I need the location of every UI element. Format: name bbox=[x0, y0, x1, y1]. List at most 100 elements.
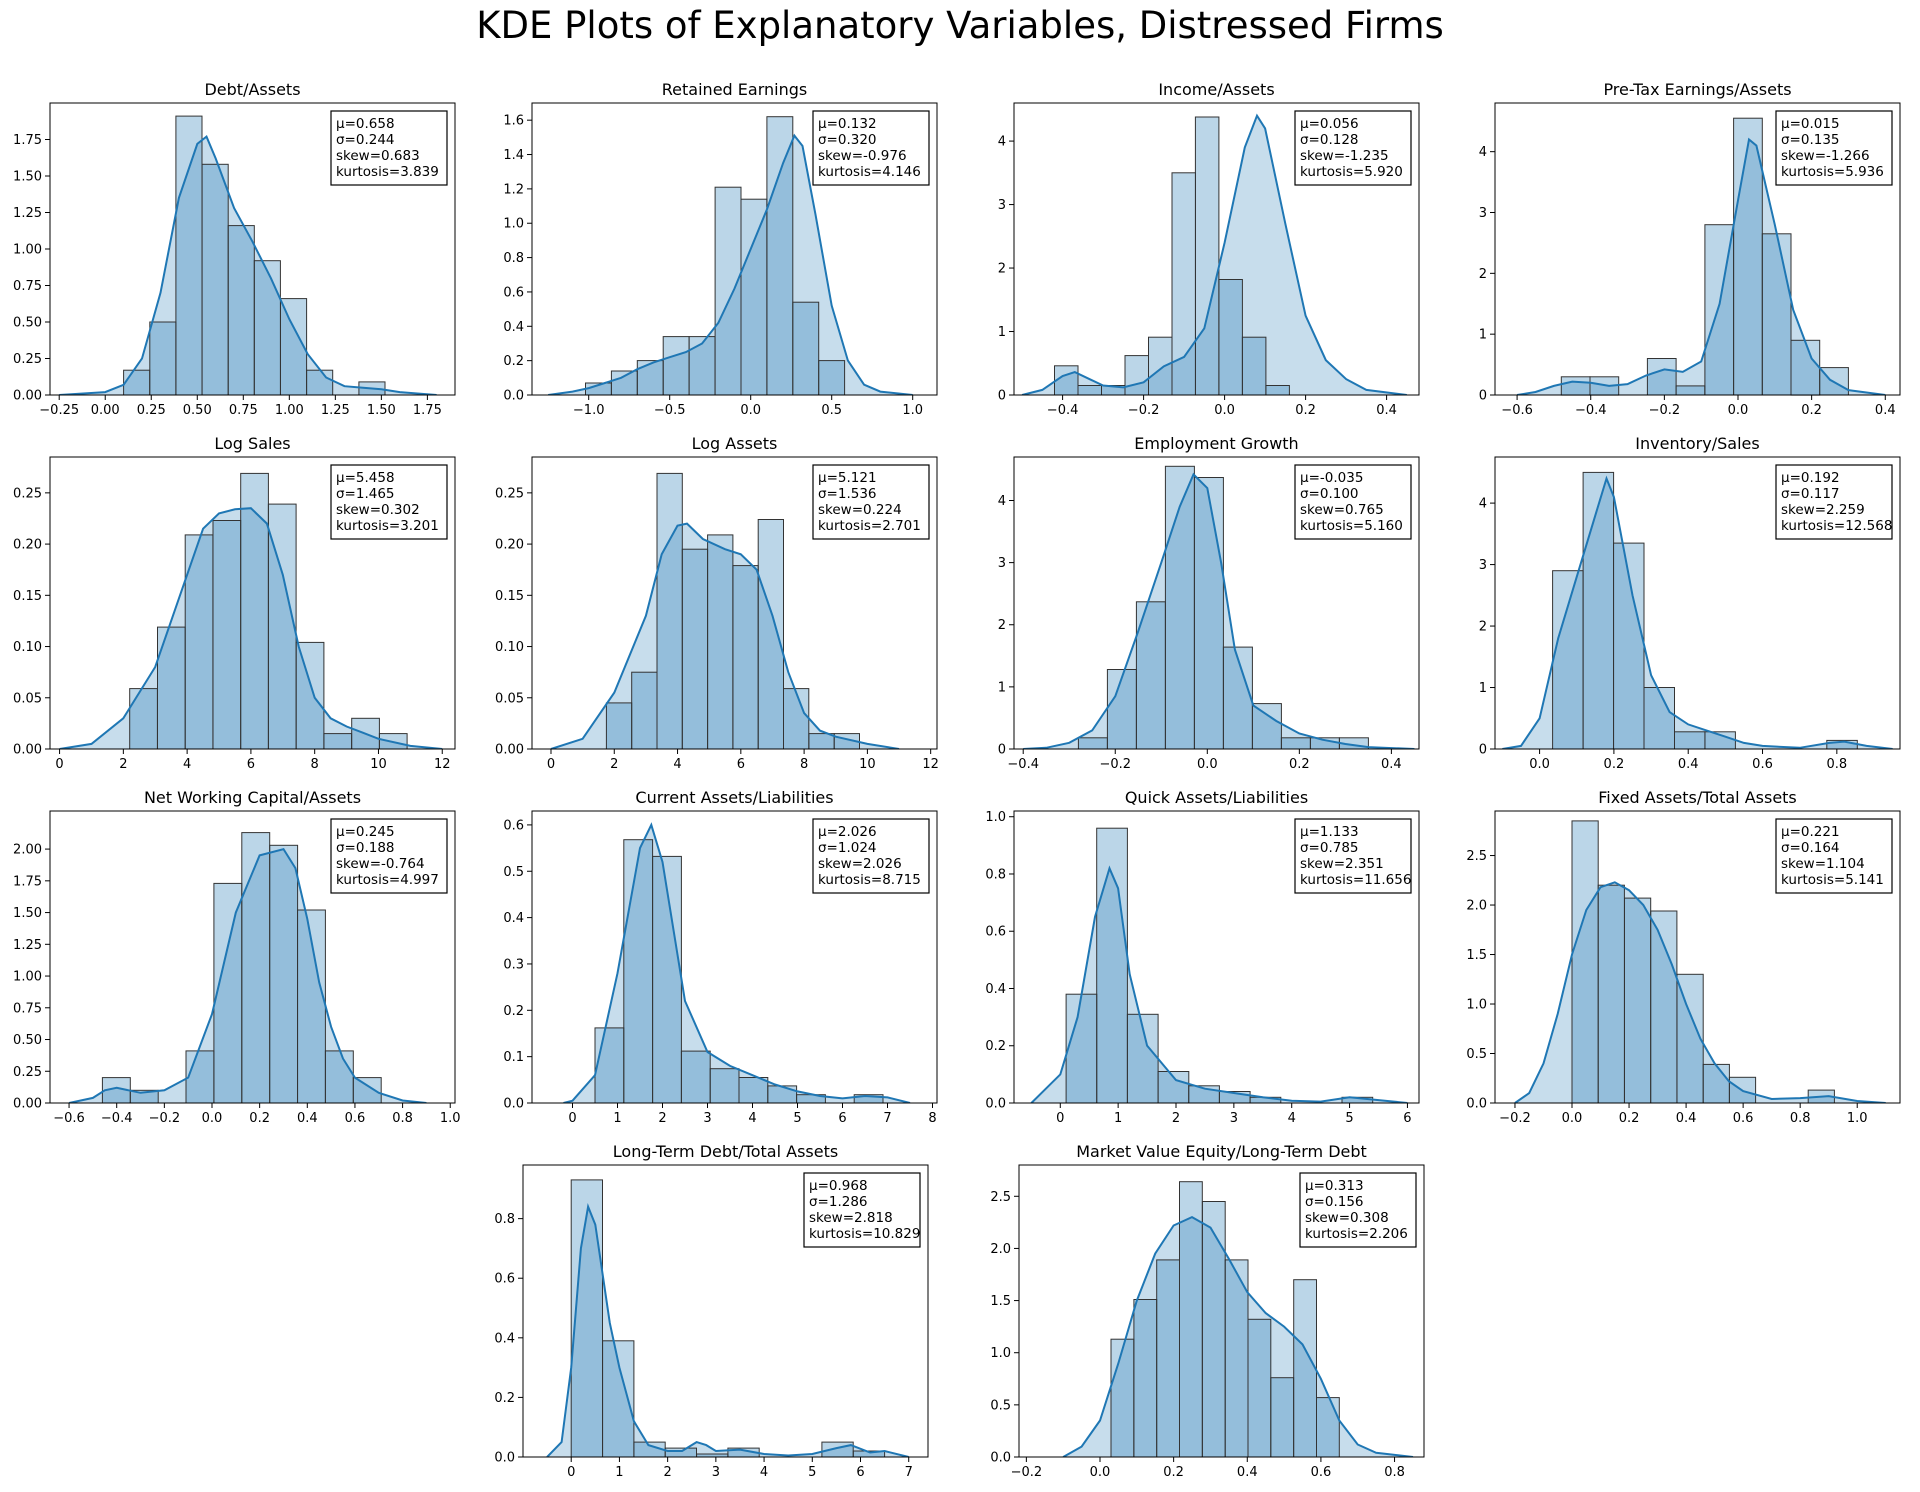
hist-bar bbox=[1077, 737, 1108, 750]
y-tick-label: 1.0 bbox=[1466, 998, 1487, 1013]
x-tick-label: 6 bbox=[737, 757, 745, 772]
stats-line: μ=0.056 bbox=[1300, 116, 1359, 132]
hist-bar bbox=[1571, 820, 1599, 1104]
kde-line bbox=[1514, 881, 1886, 1103]
y-tick-label: 0.8 bbox=[503, 251, 524, 266]
y-tick-label: 1.00 bbox=[13, 243, 42, 258]
subplot-11: −0.2 0.0 0.2 0.4 0.6 0.8 1.0 0.0 0.5 1.0 1.5 2.0 2.5… bbox=[1466, 788, 1901, 1126]
kde-line bbox=[68, 847, 427, 1103]
y-tick-label: 1.5 bbox=[990, 1294, 1011, 1309]
kde-area bbox=[547, 1206, 909, 1457]
y-tick-label: 0.0 bbox=[503, 1097, 524, 1112]
kde-area bbox=[1022, 115, 1407, 395]
kde-area bbox=[69, 849, 427, 1103]
stats-line: σ=1.286 bbox=[809, 1194, 868, 1210]
stats-box bbox=[1299, 1172, 1417, 1248]
x-tick-label: 0 bbox=[1056, 1111, 1064, 1126]
hist-bar bbox=[1733, 117, 1763, 396]
hist-bar bbox=[1096, 827, 1128, 1104]
stats-line: kurtosis=4.997 bbox=[336, 872, 439, 888]
subplot-title: Log Assets bbox=[692, 434, 778, 453]
hist-bar bbox=[323, 733, 353, 750]
y-tick-label: 0.75 bbox=[13, 1001, 42, 1016]
hist-bar bbox=[656, 472, 683, 750]
subplot-12: 0 1 2 3 4 5 6 7 0.0 0.2 0.4 0.6 0.8 Long-Term Debt/To… bbox=[494, 1142, 929, 1480]
kde-line bbox=[1030, 865, 1408, 1103]
subplot-title: Market Value Equity/Long-Term Debt bbox=[1076, 1142, 1367, 1161]
subplot-title: Debt/Assets bbox=[204, 80, 300, 99]
hist-bar bbox=[1552, 570, 1584, 750]
y-tick-label: 0 bbox=[998, 389, 1006, 404]
hist-bar bbox=[184, 534, 214, 750]
y-tick-label: 0.2 bbox=[494, 1391, 515, 1406]
stats-box bbox=[1294, 464, 1412, 540]
hist-bar bbox=[1674, 731, 1706, 750]
x-tick-label: 2 bbox=[658, 1111, 666, 1126]
hist-bar bbox=[594, 1027, 625, 1104]
y-tick-label: 0.20 bbox=[495, 538, 524, 553]
x-tick-label: 0.4 bbox=[1678, 757, 1699, 772]
x-tick-label: 12 bbox=[434, 757, 451, 772]
stats-line: skew=0.683 bbox=[336, 148, 420, 164]
y-tick-label: 3 bbox=[1479, 206, 1487, 221]
y-tick-label: 1 bbox=[1479, 681, 1487, 696]
axes-frame bbox=[531, 810, 938, 1104]
hist-bar bbox=[324, 1050, 354, 1104]
x-tick-label: 6 bbox=[1403, 1111, 1411, 1126]
subplot-title: Long-Term Debt/Total Assets bbox=[613, 1142, 838, 1161]
stats-line: μ=0.015 bbox=[1781, 116, 1840, 132]
x-tick-label: 0.0 bbox=[1090, 1465, 1111, 1480]
x-tick-label: 1.0 bbox=[440, 1111, 461, 1126]
stats-line: μ=0.192 bbox=[1781, 470, 1840, 486]
y-tick-label: 1.50 bbox=[13, 170, 42, 185]
y-tick-label: 0.05 bbox=[495, 691, 524, 706]
x-tick-label: −0.4 bbox=[1575, 403, 1607, 418]
y-tick-label: 0.75 bbox=[13, 279, 42, 294]
stats-line: kurtosis=5.920 bbox=[1300, 164, 1403, 180]
subplot-9: 0 1 2 3 4 5 6 7 8 0.0 0.1 0.2 0.3 0.4 0.5 0.6 Current As… bbox=[503, 788, 938, 1126]
x-tick-label: 7 bbox=[883, 1111, 891, 1126]
hist-bar bbox=[1148, 336, 1173, 396]
y-tick-label: 0.6 bbox=[503, 818, 524, 833]
x-tick-label: 0.0 bbox=[1529, 757, 1550, 772]
hist-bar bbox=[681, 548, 709, 750]
hist-bar bbox=[1316, 1397, 1340, 1458]
stats-line: μ=1.133 bbox=[1300, 824, 1359, 840]
y-tick-label: 0 bbox=[998, 743, 1006, 758]
stats-line: kurtosis=5.936 bbox=[1781, 164, 1884, 180]
hist-bar bbox=[766, 116, 794, 396]
kde-line bbox=[1516, 137, 1886, 395]
kde-line bbox=[1023, 472, 1415, 749]
y-tick-label: 0.4 bbox=[494, 1331, 515, 1346]
stats-box bbox=[1294, 110, 1412, 186]
x-tick-label: −0.2 bbox=[1099, 757, 1131, 772]
x-tick-label: −0.25 bbox=[39, 403, 79, 418]
x-tick-label: 0.0 bbox=[1562, 1111, 1583, 1126]
y-tick-label: 0.00 bbox=[13, 1097, 42, 1112]
x-tick-label: 0.6 bbox=[345, 1111, 366, 1126]
x-tick-label: 0.4 bbox=[1237, 1465, 1258, 1480]
subplot-title: Retained Earnings bbox=[662, 80, 807, 99]
stats-box bbox=[330, 110, 448, 186]
x-tick-label: 5 bbox=[1345, 1111, 1353, 1126]
subplot-title: Net Working Capital/Assets bbox=[144, 788, 361, 807]
hist-bar bbox=[605, 702, 633, 750]
x-tick-label: 0.0 bbox=[1728, 403, 1749, 418]
hist-bar bbox=[1624, 897, 1652, 1104]
y-tick-label: 2.5 bbox=[990, 1190, 1011, 1205]
hist-bar bbox=[1597, 884, 1625, 1104]
hist-bar bbox=[123, 369, 151, 396]
hist-bar bbox=[1218, 279, 1243, 396]
hist-bar bbox=[212, 520, 242, 750]
axes-frame bbox=[49, 456, 456, 750]
stats-line: σ=0.100 bbox=[1300, 486, 1359, 502]
stats-line: kurtosis=4.146 bbox=[818, 164, 921, 180]
kde-line bbox=[1062, 1215, 1414, 1457]
x-tick-label: 5 bbox=[808, 1465, 816, 1480]
stats-box bbox=[1775, 464, 1893, 540]
x-tick-label: −0.2 bbox=[149, 1111, 181, 1126]
stats-box bbox=[812, 818, 930, 894]
x-tick-label: 6 bbox=[247, 757, 255, 772]
x-tick-label: 0.2 bbox=[1619, 1111, 1640, 1126]
